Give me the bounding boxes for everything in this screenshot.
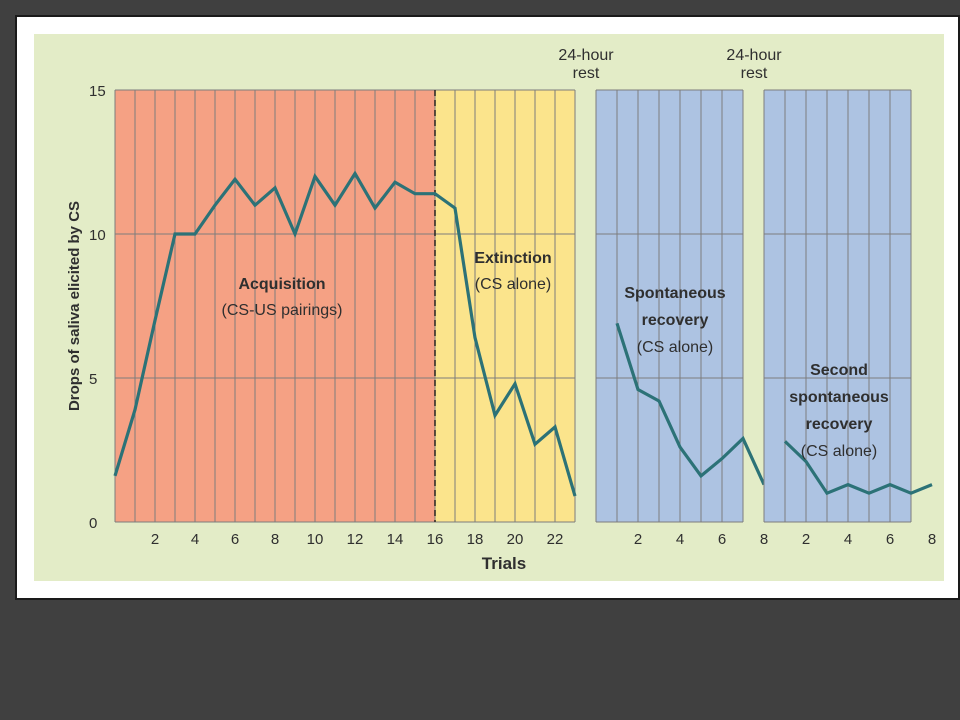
second-spontaneous-recovery-title: spontaneous <box>789 389 889 406</box>
x-tick-label: 6 <box>718 531 726 548</box>
acquisition-subtitle: (CS-US pairings) <box>222 302 343 319</box>
spontaneous-recovery-region <box>596 90 743 522</box>
x-tick-label: 12 <box>347 531 364 548</box>
x-tick-label: 8 <box>928 531 936 548</box>
slide-frame: 2 4 6 8 10 12 14 16 18 20 22 2 4 6 8 24-hour rest 2 4 6 8 24-… <box>15 15 960 600</box>
y-tick-label: 0 <box>89 515 97 532</box>
rest-header-text: rest <box>741 65 768 82</box>
second-spontaneous-recovery-title: recovery <box>806 416 873 433</box>
x-tick-label: 18 <box>467 531 484 548</box>
y-tick-label: 10 <box>89 227 106 244</box>
acquisition-title: Acquisition <box>238 276 325 293</box>
x-tick-label: 6 <box>886 531 894 548</box>
rest-header-text: 24-hour <box>558 47 614 64</box>
y-tick-label: 5 <box>89 371 97 388</box>
spontaneous-recovery-title: Spontaneous <box>624 285 725 302</box>
y-tick-label: 15 <box>89 83 106 100</box>
x-tick-label: 8 <box>271 531 279 548</box>
x-tick-label: 8 <box>760 531 768 548</box>
rest-header-text: rest <box>573 65 600 82</box>
x-tick-label: 14 <box>387 531 404 548</box>
x-axis-label: Trials <box>482 554 526 573</box>
rest-header-text: 24-hour <box>726 47 782 64</box>
second-spontaneous-recovery-region <box>764 90 911 522</box>
x-tick-label: 6 <box>231 531 239 548</box>
x-tick-label: 2 <box>634 531 642 548</box>
x-tick-label: 20 <box>507 531 524 548</box>
series-line-second-recovery <box>783 440 933 496</box>
x-tick-label: 2 <box>802 531 810 548</box>
x-tick-label: 4 <box>844 531 852 548</box>
x-tick-label: 22 <box>547 531 564 548</box>
x-tick-label: 4 <box>676 531 684 548</box>
extinction-subtitle: (CS alone) <box>475 276 551 293</box>
x-tick-label: 4 <box>191 531 199 548</box>
spontaneous-recovery-subtitle: (CS alone) <box>637 339 713 356</box>
x-tick-label: 10 <box>307 531 324 548</box>
extinction-title: Extinction <box>474 250 551 267</box>
x-tick-label: 16 <box>427 531 444 548</box>
second-spontaneous-recovery-subtitle: (CS alone) <box>801 443 877 460</box>
x-tick-label: 2 <box>151 531 159 548</box>
second-spontaneous-recovery-title: Second <box>810 362 868 379</box>
series-line-recovery <box>615 322 766 486</box>
y-axis-label: Drops of saliva elicited by CS <box>66 201 83 411</box>
series-line-conditioning <box>113 170 577 497</box>
spontaneous-recovery-title: recovery <box>642 312 709 329</box>
extinction-region <box>435 90 575 522</box>
